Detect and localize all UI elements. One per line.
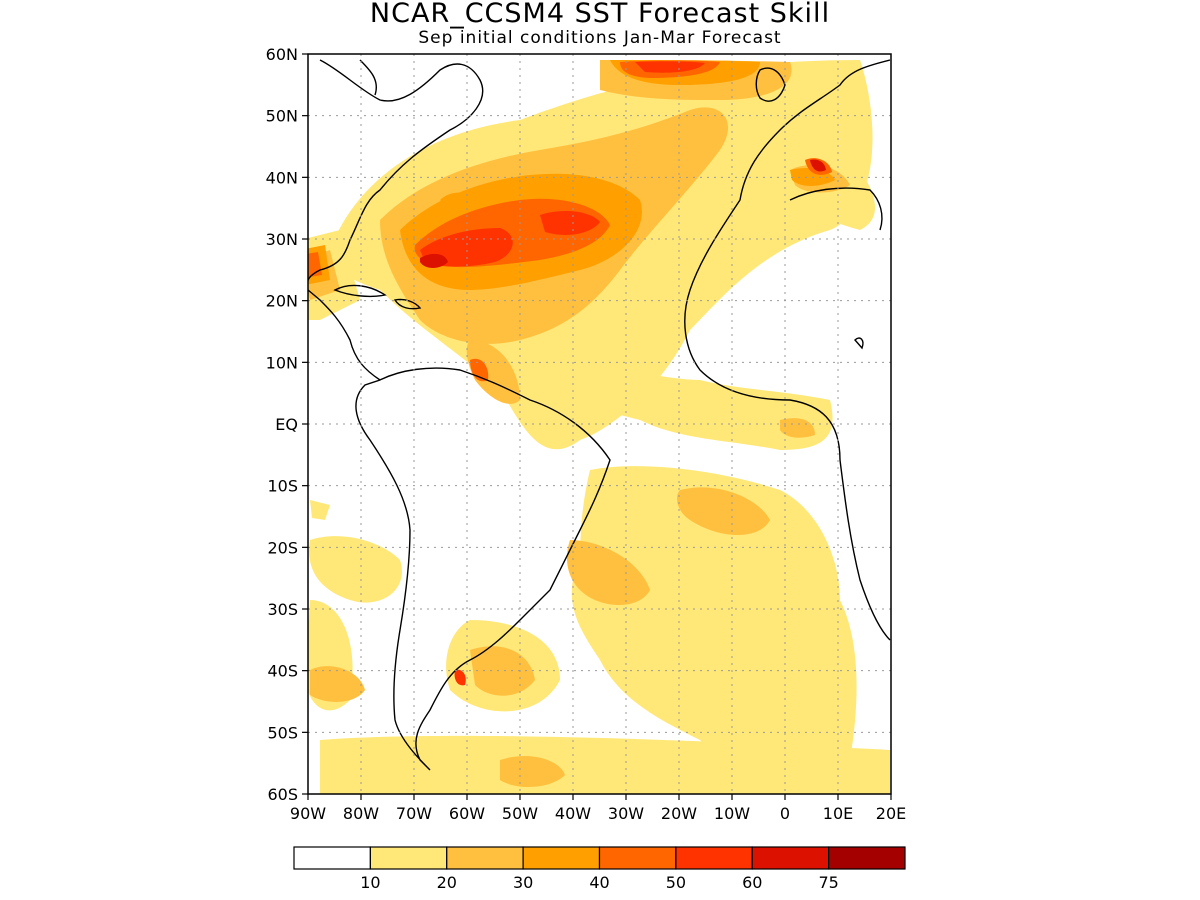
map-gridlines bbox=[308, 54, 891, 794]
lon-label: 30W bbox=[608, 804, 644, 823]
lat-label: 20S bbox=[267, 538, 298, 557]
longitude-labels: 90W 80W 70W 60W 50W 40W 30W 20W 10W 0 10E 20E bbox=[290, 794, 906, 823]
map-title: NCAR_CCSM4 SST Forecast Skill bbox=[369, 0, 831, 29]
lat-label: EQ bbox=[275, 415, 298, 434]
colorbar-label: 60 bbox=[742, 873, 762, 892]
lon-label: 50W bbox=[502, 804, 538, 823]
lon-label: 70W bbox=[396, 804, 432, 823]
colorbar-label: 75 bbox=[818, 873, 838, 892]
lat-label: 50S bbox=[267, 723, 298, 742]
coastlines bbox=[308, 59, 891, 771]
lat-label: 40S bbox=[267, 662, 298, 681]
lat-label: 50N bbox=[266, 107, 298, 126]
colorbar-swatch bbox=[598, 846, 677, 870]
colorbar-label: 40 bbox=[589, 873, 609, 892]
lon-label: 10E bbox=[823, 804, 853, 823]
lon-label: 0 bbox=[780, 804, 790, 823]
lon-label: 20E bbox=[876, 804, 906, 823]
colorbar-swatch bbox=[446, 846, 524, 870]
lat-label: 60N bbox=[266, 45, 298, 64]
colorbar-label: 30 bbox=[513, 873, 533, 892]
colorbar-swatch bbox=[828, 846, 906, 870]
lon-label: 90W bbox=[290, 804, 326, 823]
lon-label: 80W bbox=[343, 804, 379, 823]
colorbar-swatch bbox=[369, 846, 448, 870]
map-subtitle: Sep initial conditions Jan-Mar Forecast bbox=[418, 28, 782, 48]
colorbar-swatch bbox=[675, 846, 753, 870]
skill-shading bbox=[308, 60, 890, 794]
colorbar-label: 20 bbox=[437, 873, 457, 892]
lat-label: 10N bbox=[266, 353, 298, 372]
lat-label: 30N bbox=[266, 230, 298, 249]
lon-label: 60W bbox=[449, 804, 485, 823]
colorbar: 10 20 30 40 50 60 75 bbox=[293, 846, 906, 892]
lat-label: 30S bbox=[267, 600, 298, 619]
lon-label: 20W bbox=[661, 804, 697, 823]
colorbar-swatch bbox=[293, 846, 371, 870]
colorbar-label: 50 bbox=[666, 873, 686, 892]
lon-label: 40W bbox=[555, 804, 591, 823]
lat-label: 20N bbox=[266, 292, 298, 311]
lat-label: 40N bbox=[266, 168, 298, 187]
colorbar-swatch bbox=[751, 846, 830, 870]
latitude-labels: 60N 50N 40N 30N 20N 10N EQ 10S 20S 30S 40S 50S 60S bbox=[266, 45, 308, 804]
lon-label: 10W bbox=[714, 804, 750, 823]
lat-label: 60S bbox=[267, 785, 298, 804]
lat-label: 10S bbox=[267, 477, 298, 496]
colorbar-label: 10 bbox=[360, 873, 380, 892]
colorbar-swatch bbox=[522, 846, 601, 870]
